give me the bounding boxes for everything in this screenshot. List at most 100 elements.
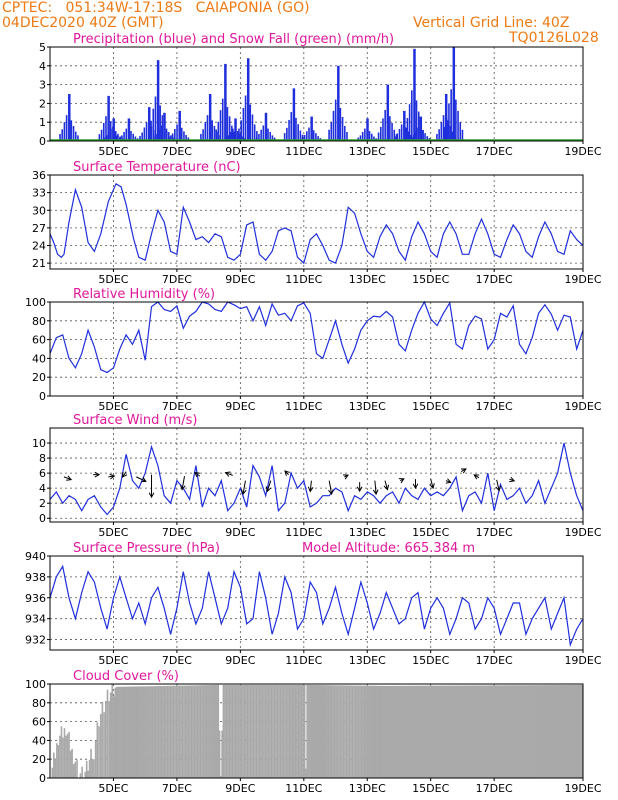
cloud-bar (225, 684, 228, 778)
precip-bar (396, 133, 399, 141)
y-tick-label: 5 (39, 41, 46, 54)
cloud-bar (293, 684, 295, 778)
cloud-bar (389, 685, 392, 778)
cloud-bar (326, 685, 328, 778)
cloud-bar (282, 684, 285, 778)
cloud-bar (108, 700, 110, 778)
cloud-bar (412, 685, 414, 778)
cloud-bar (398, 685, 401, 778)
wind-arrow (430, 479, 434, 489)
wind-arrow-head (429, 483, 435, 490)
x-tick-label: 17DEC (476, 782, 513, 795)
precip-bar (134, 136, 137, 141)
precip-bar (406, 117, 409, 141)
precip-bar (368, 131, 371, 141)
cloud-bar (375, 685, 378, 778)
cloud-bar (112, 696, 115, 778)
cloud-bar (267, 684, 270, 778)
cloud-bar (94, 740, 97, 778)
cloud-bar (485, 685, 488, 778)
precip-bar (217, 121, 220, 141)
cloud-bar (395, 685, 398, 778)
wind-arrow-head (94, 471, 101, 478)
cloud-bar (345, 685, 348, 778)
cloud-bar (502, 685, 504, 778)
cloud-bar (506, 685, 509, 778)
precip-bar (154, 96, 157, 141)
wind-arrow-head (265, 486, 272, 493)
cloud-bar (288, 684, 291, 778)
cloud-bar (211, 685, 214, 778)
precip-bar (384, 109, 386, 141)
cloud-bar (354, 685, 357, 778)
cloud-bar (392, 685, 395, 778)
cloud-bar (87, 770, 89, 778)
precip-bar (398, 128, 401, 141)
cloud-bar (135, 686, 137, 778)
cloud-bar (505, 685, 507, 778)
cloud-bar (195, 685, 197, 778)
precip-bar (127, 118, 131, 141)
cloud-bar (385, 685, 387, 778)
precip-bar (117, 133, 119, 141)
cloud-bar (559, 685, 561, 778)
cloud-bar (111, 684, 114, 778)
cloud-bar (243, 684, 246, 778)
cloud-bar (160, 685, 163, 778)
cloud-bar (150, 686, 152, 778)
precip-bar (112, 118, 115, 141)
cloud-bar (93, 759, 95, 778)
cloud-bar (156, 686, 158, 778)
cloud-bar (369, 685, 372, 778)
precip-bar (108, 131, 110, 141)
precip-bar (100, 129, 103, 141)
cloud-bar (162, 685, 164, 778)
cloud-bar (407, 685, 410, 778)
precip-bar (132, 133, 134, 141)
panel-6: 0 20 40 60 80 100 5DEC 7DEC 9DEC 11DEC 13DEC 15DEC 1… (25, 669, 602, 795)
panel-title: Cloud Cover (%) (73, 669, 179, 684)
cloud-bar (62, 737, 64, 778)
cloud-bar (109, 692, 112, 778)
cloud-bar (302, 684, 304, 778)
cloud-bar (457, 685, 459, 778)
x-tick-label: 7DEC (162, 782, 192, 795)
cloud-bar (356, 685, 358, 778)
series-line (49, 182, 584, 265)
x-tick-label: 13DEC (349, 526, 386, 539)
cloud-bar (341, 685, 343, 778)
cloud-bar (560, 685, 563, 778)
cloud-bar (568, 685, 570, 778)
panel-title: Relative Humidity (%) (73, 287, 215, 302)
precip-bar (61, 129, 64, 141)
x-tick-label: 5DEC (98, 273, 128, 286)
wind-arrow-head (328, 489, 334, 496)
x-tick-label: 5DEC (98, 526, 128, 539)
precip-bar (415, 131, 417, 141)
precip-bar (107, 95, 110, 141)
cloud-bar (460, 685, 462, 778)
model-altitude-note: Model Altitude: 665.384 m (302, 541, 475, 556)
cloud-bar (240, 684, 243, 778)
x-tick-label: 13DEC (349, 273, 386, 286)
cloud-bar (76, 759, 78, 778)
cloud-bar (172, 685, 175, 778)
precip-bar (246, 58, 250, 141)
cloud-bar (59, 735, 61, 778)
model-code: TQ0126L028 (509, 30, 599, 46)
x-tick-label: 7DEC (162, 400, 192, 413)
cloud-bar (329, 685, 331, 778)
cloud-bar (344, 685, 346, 778)
precip-bar (102, 122, 105, 141)
precip-bar (332, 110, 335, 141)
cloud-bar (446, 685, 449, 778)
cloud-bar (130, 686, 133, 778)
wind-arrow (181, 476, 186, 490)
precip-bar (438, 129, 440, 141)
cloud-bar (299, 684, 301, 778)
cloud-bar (159, 686, 161, 778)
x-tick-label: 11DEC (285, 400, 322, 413)
cloud-bar (257, 684, 259, 778)
x-tick-label: 15DEC (412, 273, 449, 286)
precip-bar (299, 130, 302, 141)
